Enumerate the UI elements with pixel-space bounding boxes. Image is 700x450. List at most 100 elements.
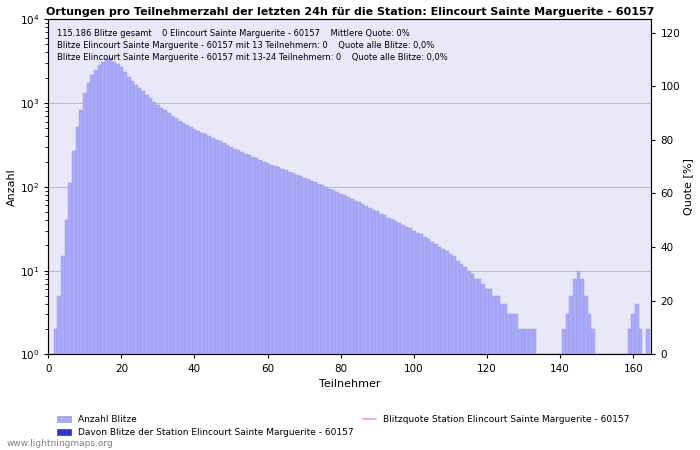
Bar [127, 77, 130, 450]
Bar [57, 296, 61, 450]
Bar [416, 233, 419, 450]
Bar [251, 157, 255, 450]
Bar [284, 171, 288, 450]
Bar [503, 304, 507, 450]
Bar [317, 184, 321, 450]
Bar [529, 329, 533, 450]
Bar [123, 72, 127, 450]
Y-axis label: Quote [%]: Quote [%] [683, 158, 693, 215]
Bar [526, 329, 529, 450]
Bar [456, 261, 460, 450]
Bar [357, 202, 360, 450]
Bar [592, 329, 595, 450]
Bar [540, 355, 544, 450]
Bar [149, 98, 153, 450]
Bar [90, 75, 94, 450]
Bar [536, 355, 540, 450]
Bar [244, 153, 248, 450]
Text: www.lightningmaps.org: www.lightningmaps.org [7, 439, 113, 448]
Bar [628, 329, 631, 450]
Bar [229, 147, 233, 450]
Bar [595, 355, 598, 450]
Bar [186, 125, 189, 450]
Bar [266, 163, 270, 450]
Bar [638, 329, 643, 450]
Bar [507, 315, 511, 450]
Bar [237, 150, 240, 450]
Bar [76, 127, 79, 450]
Bar [200, 133, 204, 450]
Bar [646, 329, 650, 450]
Bar [328, 189, 332, 450]
Bar [273, 166, 276, 450]
Bar [482, 284, 485, 450]
Bar [141, 91, 145, 450]
Y-axis label: Anzahl: Anzahl [7, 168, 17, 206]
Title: Ortungen pro Teilnehmerzahl der letzten 24h für die Station: Elincourt Sainte Ma: Ortungen pro Teilnehmerzahl der letzten … [46, 7, 654, 17]
Bar [321, 185, 324, 450]
Bar [390, 219, 393, 450]
Bar [153, 102, 156, 450]
Bar [156, 105, 160, 450]
Bar [309, 181, 314, 450]
Bar [398, 223, 401, 450]
Bar [64, 220, 69, 450]
Bar [138, 88, 141, 450]
Bar [441, 249, 445, 450]
Bar [291, 173, 295, 450]
Bar [580, 279, 584, 450]
X-axis label: Teilnehmer: Teilnehmer [319, 379, 381, 389]
Bar [160, 108, 163, 450]
Bar [617, 355, 620, 450]
Bar [314, 182, 317, 450]
Bar [97, 65, 102, 450]
Bar [635, 304, 638, 450]
Bar [598, 355, 602, 450]
Bar [587, 315, 592, 450]
Bar [577, 270, 580, 450]
Bar [354, 201, 357, 450]
Bar [500, 304, 503, 450]
Bar [299, 176, 302, 450]
Bar [61, 256, 64, 450]
Bar [335, 192, 339, 450]
Bar [302, 178, 306, 450]
Bar [544, 355, 547, 450]
Bar [193, 129, 196, 450]
Bar [434, 243, 438, 450]
Bar [368, 208, 372, 450]
Bar [419, 234, 423, 450]
Bar [460, 264, 463, 450]
Bar [112, 62, 116, 450]
Bar [470, 274, 474, 450]
Bar [584, 296, 587, 450]
Bar [620, 355, 624, 450]
Bar [518, 329, 522, 450]
Bar [438, 247, 441, 450]
Bar [204, 135, 207, 450]
Bar [270, 165, 273, 450]
Bar [554, 355, 559, 450]
Bar [178, 121, 182, 450]
Bar [379, 213, 383, 450]
Bar [452, 256, 456, 450]
Bar [207, 136, 211, 450]
Bar [288, 172, 291, 450]
Bar [342, 195, 346, 450]
Bar [372, 210, 375, 450]
Legend: Anzahl Blitze, Davon Blitze der Station Elincourt Sainte Marguerite - 60157, Bli: Anzahl Blitze, Davon Blitze der Station … [53, 411, 634, 441]
Bar [445, 251, 449, 450]
Bar [467, 270, 470, 450]
Bar [383, 215, 386, 450]
Bar [276, 167, 281, 450]
Bar [489, 289, 493, 450]
Bar [72, 151, 76, 450]
Bar [94, 70, 97, 450]
Bar [262, 162, 266, 450]
Bar [130, 81, 134, 450]
Bar [412, 231, 416, 450]
Bar [306, 179, 309, 450]
Bar [258, 160, 262, 450]
Bar [83, 94, 87, 450]
Bar [167, 113, 171, 450]
